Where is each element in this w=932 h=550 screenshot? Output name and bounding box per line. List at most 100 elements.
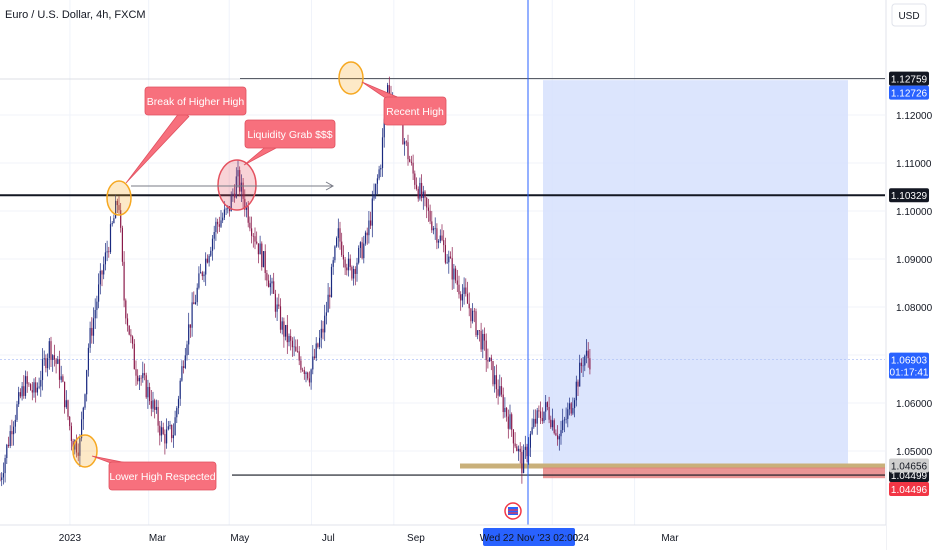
candle-body bbox=[7, 444, 10, 447]
annotation-break-higher-high[interactable]: Break of Higher High bbox=[125, 86, 247, 184]
candle-body bbox=[342, 254, 344, 260]
candle-body bbox=[512, 429, 514, 444]
candle-body bbox=[210, 250, 212, 256]
annotation-liquidity-grab[interactable]: Liquidity Grab $$$ bbox=[243, 119, 336, 166]
callout-text: Recent High bbox=[386, 106, 444, 118]
price-tag-text: 1.12726 bbox=[891, 89, 928, 100]
candle-body bbox=[378, 169, 380, 179]
candle-body bbox=[121, 227, 123, 262]
candle-body bbox=[193, 302, 195, 305]
candle-body bbox=[268, 280, 270, 288]
candle-body bbox=[339, 228, 341, 242]
candle-body bbox=[35, 382, 37, 393]
candle-body bbox=[519, 448, 521, 452]
candle-body bbox=[456, 280, 458, 285]
candle-body bbox=[548, 406, 550, 420]
candle-body bbox=[545, 402, 547, 412]
candle-body bbox=[240, 182, 242, 192]
annotation-recent-high[interactable]: Recent High bbox=[361, 81, 447, 126]
candle-body bbox=[41, 359, 44, 381]
horizontal-levels bbox=[0, 77, 885, 476]
candle-body bbox=[225, 208, 227, 210]
candle-body bbox=[149, 386, 151, 402]
candle-body bbox=[274, 293, 276, 312]
candle-body bbox=[558, 436, 560, 440]
candle-body bbox=[74, 440, 76, 450]
candle-body bbox=[458, 284, 460, 295]
candle-body bbox=[455, 268, 457, 281]
candle-body bbox=[528, 447, 530, 457]
candle-body bbox=[48, 341, 50, 359]
currency-button[interactable] bbox=[891, 3, 927, 27]
candle-body bbox=[232, 193, 234, 196]
candle-body bbox=[308, 378, 310, 383]
candle-body bbox=[198, 273, 200, 288]
candle-body bbox=[6, 444, 8, 459]
chart-title: Euro / U.S. Dollar, 4h, FXCM bbox=[5, 9, 146, 21]
candle-body bbox=[568, 403, 571, 410]
candle-body bbox=[179, 380, 181, 399]
candle-body bbox=[196, 287, 198, 303]
candle-body bbox=[288, 335, 290, 343]
time-tick-label: Sep bbox=[407, 533, 425, 544]
candle-body bbox=[28, 383, 30, 385]
candle-body bbox=[414, 173, 416, 185]
candle-body bbox=[101, 270, 103, 275]
candle-body bbox=[295, 346, 297, 352]
candle-body bbox=[64, 381, 66, 408]
candle-body bbox=[16, 404, 18, 420]
annotation-lower-high-respected[interactable]: Lower High Respected bbox=[91, 455, 217, 491]
candle-body bbox=[526, 446, 528, 457]
candle-body bbox=[266, 272, 268, 281]
candle-body bbox=[574, 400, 576, 409]
candle-body bbox=[443, 240, 445, 246]
candle-body bbox=[13, 426, 15, 435]
candle-body bbox=[310, 369, 312, 383]
time-tick-label: 2024 bbox=[567, 533, 590, 544]
candle-body bbox=[422, 191, 424, 199]
candle-body bbox=[449, 256, 452, 259]
time-axis[interactable]: 2023 Mar May Jul Sep 2024 Mar Wed 22 Nov '23 02… bbox=[0, 524, 886, 550]
candle-body bbox=[346, 267, 348, 271]
candle-body bbox=[368, 220, 370, 236]
candle-body bbox=[52, 355, 54, 360]
candle-body bbox=[417, 188, 419, 199]
candle-body bbox=[495, 375, 497, 390]
candle-body bbox=[281, 321, 283, 330]
candle-body bbox=[472, 310, 474, 322]
candle-body bbox=[473, 310, 475, 312]
candle-body bbox=[337, 228, 339, 238]
candles-layer bbox=[0, 76, 591, 487]
candle-body bbox=[305, 372, 307, 374]
candle-body bbox=[252, 235, 254, 237]
candle-body bbox=[361, 242, 363, 259]
candle-body bbox=[125, 300, 127, 319]
candle-body bbox=[358, 247, 360, 263]
candle-body bbox=[409, 159, 411, 162]
candle-body bbox=[213, 232, 215, 239]
candle-body bbox=[370, 220, 372, 226]
candle-body bbox=[388, 85, 390, 96]
candle-body bbox=[104, 252, 106, 265]
candle-body bbox=[94, 309, 96, 319]
candle-body bbox=[410, 161, 412, 163]
candle-body bbox=[497, 389, 499, 396]
candle-body bbox=[65, 400, 67, 408]
price-axis[interactable]: 1.12000 1.11000 1.10000 1.09000 1.08000 1.060… bbox=[885, 0, 932, 550]
candle-body bbox=[555, 433, 557, 436]
stop-zone bbox=[543, 467, 885, 479]
candle-body bbox=[21, 386, 23, 397]
candle-body bbox=[201, 272, 203, 277]
annotations-layer: Break of Higher High Liquidity Grab $$$ Re… bbox=[72, 61, 522, 520]
candle-body bbox=[407, 142, 409, 160]
candle-body bbox=[511, 414, 513, 430]
candle-body bbox=[128, 325, 130, 335]
candle-body bbox=[507, 416, 509, 429]
candle-body bbox=[296, 351, 299, 352]
candle-body bbox=[220, 220, 222, 227]
candle-body bbox=[320, 328, 322, 338]
candle-body bbox=[194, 302, 197, 305]
callout-text: Liquidity Grab $$$ bbox=[247, 129, 332, 141]
candle-body bbox=[322, 328, 324, 333]
